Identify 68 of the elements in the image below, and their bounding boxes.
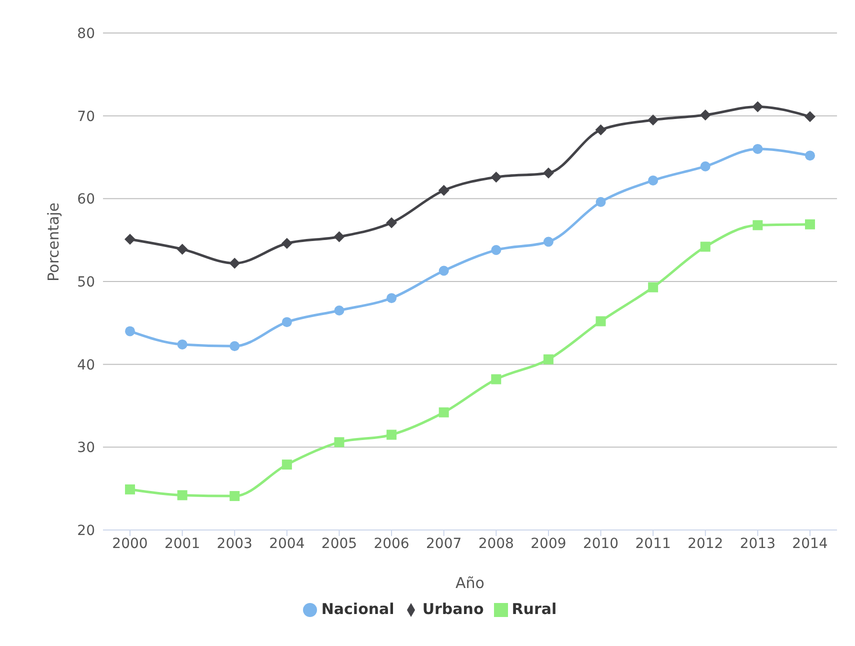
point — [125, 484, 135, 494]
y-tick-label: 30 — [77, 440, 95, 456]
point — [595, 124, 606, 136]
point — [281, 238, 292, 249]
x-tick-label: 2008 — [478, 536, 514, 552]
x-tick-label: 2004 — [269, 536, 305, 552]
x-tick-label: 2010 — [582, 536, 619, 552]
legend-label: Rural — [512, 600, 557, 618]
point — [491, 245, 502, 256]
point — [334, 305, 344, 316]
point — [752, 144, 763, 154]
x-tick-label: 2000 — [112, 536, 148, 552]
point — [490, 172, 502, 183]
y-tick-label: 60 — [77, 192, 95, 208]
point — [438, 184, 450, 196]
point — [596, 196, 606, 207]
x-axis-title: Año — [456, 574, 484, 592]
point — [648, 175, 658, 186]
point — [438, 407, 449, 418]
point — [648, 114, 659, 126]
point — [177, 490, 188, 500]
point — [700, 110, 711, 121]
point — [125, 326, 135, 336]
point — [700, 242, 710, 252]
x-tick-label: 2005 — [321, 536, 358, 552]
x-tick-label: 2003 — [216, 536, 252, 552]
point — [282, 317, 292, 328]
point — [700, 161, 710, 172]
point — [805, 219, 815, 230]
point — [230, 341, 240, 352]
point — [596, 316, 606, 326]
legend-label: Urbano — [422, 600, 484, 618]
point — [334, 437, 344, 448]
point — [752, 101, 764, 112]
point — [386, 217, 398, 228]
legend-label: Nacional — [321, 600, 394, 618]
point — [543, 354, 554, 364]
x-tick-label: 2011 — [635, 536, 671, 552]
point — [229, 258, 240, 269]
point — [543, 236, 554, 247]
x-tick-label: 2007 — [426, 536, 462, 552]
point — [124, 234, 136, 245]
x-tick-label: 2012 — [688, 536, 724, 552]
point — [177, 339, 188, 350]
x-tick-label: 2009 — [530, 536, 566, 552]
y-tick-label: 70 — [77, 108, 95, 125]
point — [438, 266, 449, 276]
y-axis-title: Porcentaje — [44, 202, 62, 282]
point — [804, 111, 816, 122]
point — [386, 430, 397, 440]
y-tick-label: 40 — [77, 357, 95, 374]
point — [176, 244, 188, 255]
point — [648, 282, 658, 292]
y-tick-label: 50 — [77, 274, 95, 290]
point — [752, 220, 763, 230]
x-tick-label: 2013 — [740, 536, 776, 552]
y-tick-label: 80 — [77, 26, 95, 42]
point — [282, 460, 292, 470]
point — [491, 374, 502, 384]
point — [386, 293, 397, 304]
point — [334, 231, 345, 242]
y-tick-label: 20 — [77, 522, 95, 539]
point — [230, 491, 240, 502]
x-tick-label: 2014 — [792, 536, 828, 552]
x-tick-label: 2006 — [374, 536, 410, 552]
point — [805, 150, 815, 161]
point — [542, 167, 554, 178]
x-tick-label: 2001 — [164, 536, 200, 552]
